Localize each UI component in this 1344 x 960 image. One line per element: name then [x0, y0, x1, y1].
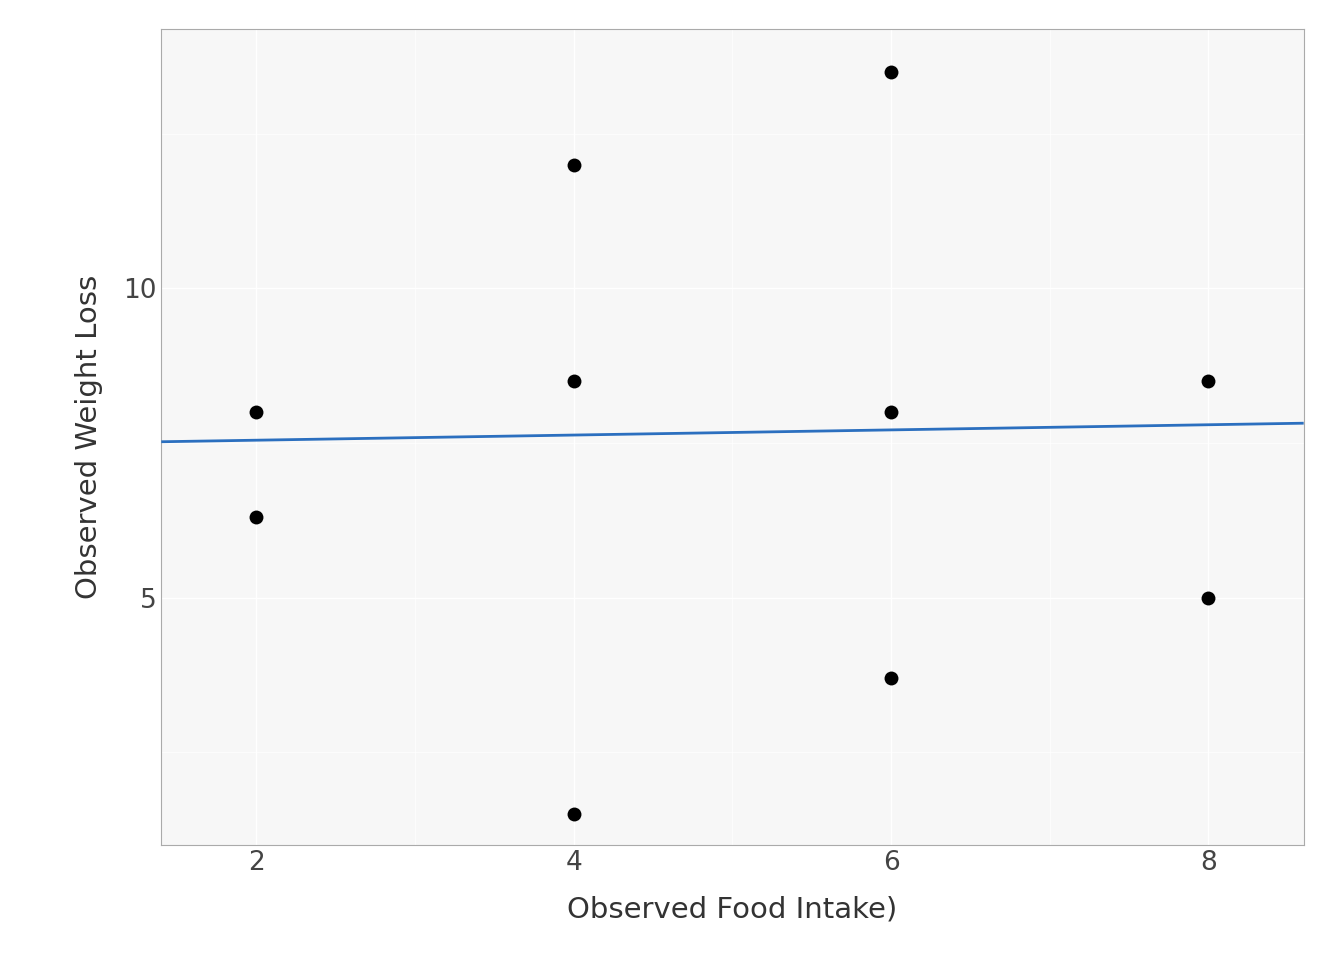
- Point: [880, 670, 902, 685]
- Point: [880, 404, 902, 420]
- Point: [246, 510, 267, 525]
- Point: [1198, 373, 1219, 389]
- Point: [1198, 589, 1219, 605]
- Point: [246, 404, 267, 420]
- Y-axis label: Observed Weight Loss: Observed Weight Loss: [75, 275, 103, 599]
- Point: [880, 64, 902, 80]
- X-axis label: Observed Food Intake): Observed Food Intake): [567, 895, 898, 924]
- Point: [563, 157, 585, 173]
- Point: [563, 373, 585, 389]
- Point: [563, 806, 585, 822]
